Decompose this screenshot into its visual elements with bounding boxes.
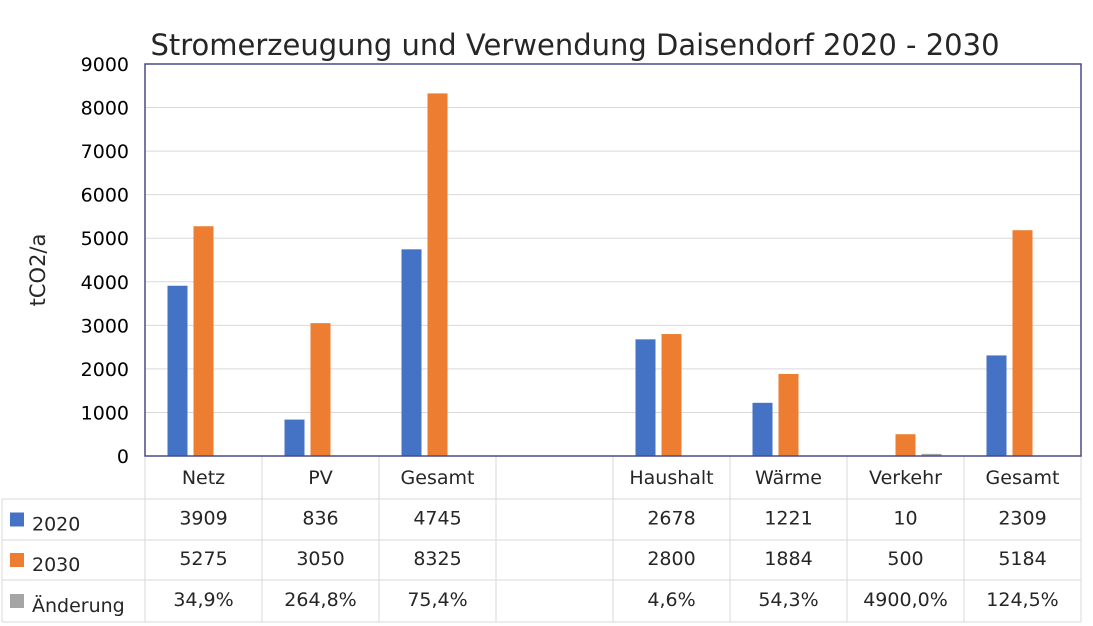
data-cell: 5184 [998, 548, 1046, 570]
y-tick-label: 0 [117, 446, 129, 468]
y-tick-label: 8000 [81, 98, 129, 120]
y-tick-label: 5000 [81, 228, 129, 250]
bar-änderung [921, 453, 942, 456]
data-cell: 1221 [764, 508, 812, 530]
data-cell: 54,3% [758, 589, 818, 611]
legend-swatch-2020 [10, 512, 24, 527]
y-tick-label: 1000 [81, 402, 129, 424]
data-cell: 10 [893, 508, 917, 530]
bar-2030 [661, 334, 682, 456]
bar-2030 [427, 93, 448, 457]
category-label: Haushalt [629, 467, 713, 489]
bar-2030 [310, 323, 331, 456]
category-label: Gesamt [986, 467, 1060, 489]
bar-2030 [193, 226, 214, 456]
data-cell: 124,5% [986, 589, 1058, 611]
category-label: Verkehr [869, 467, 942, 489]
data-cell: 4900,0% [863, 589, 948, 611]
gridlines [145, 63, 1081, 457]
data-cell: 3050 [296, 548, 344, 570]
data-cell: 264,8% [284, 589, 356, 611]
plot-frame [144, 63, 1082, 457]
bar-2020 [635, 339, 656, 456]
legend-label: 2020 [32, 514, 80, 536]
data-cell: 836 [302, 508, 338, 530]
bars [167, 93, 1059, 457]
bar-2020 [167, 285, 188, 456]
y-tick-label: 7000 [81, 141, 129, 163]
data-cell: 4745 [413, 508, 461, 530]
data-cell: 75,4% [407, 589, 467, 611]
data-cell: 2800 [647, 548, 695, 570]
data-cell: 2678 [647, 508, 695, 530]
y-tick-label: 4000 [81, 272, 129, 294]
data-cell: 500 [887, 548, 923, 570]
data-cell: 1884 [764, 548, 812, 570]
bar-2020 [284, 419, 305, 456]
category-label: PV [308, 467, 332, 489]
data-cell: 34,9% [173, 589, 233, 611]
data-cell: 8325 [413, 548, 461, 570]
data-cell: 3909 [179, 508, 227, 530]
bar-2030 [1012, 230, 1033, 456]
y-tick-label: 2000 [81, 359, 129, 381]
bar-2020 [401, 249, 422, 456]
y-tick-labels: 0 1000 2000 3000 4000 5000 6000 7000 8000 9000 [81, 54, 129, 468]
data-cell: 2309 [998, 508, 1046, 530]
legend-swatch-änderung [10, 594, 24, 608]
bar-2020 [752, 402, 773, 456]
y-tick-label: 3000 [81, 315, 129, 337]
category-label: Netz [182, 467, 225, 489]
data-cell: 4,6% [647, 589, 695, 611]
legend-label: Änderung [32, 594, 125, 617]
y-axis-label: tCO2/a [26, 234, 50, 307]
y-tick-label: 9000 [81, 54, 129, 76]
y-tick-label: 6000 [81, 185, 129, 207]
legend-swatch-2030 [10, 553, 24, 567]
legend-label: 2030 [32, 554, 80, 576]
bar-2030 [895, 434, 916, 456]
data-cell: 5275 [179, 548, 227, 570]
category-label: Wärme [755, 467, 822, 489]
chart-title: Stromerzeugung und Verwendung Daisendorf… [150, 28, 999, 62]
category-label: Gesamt [401, 467, 475, 489]
bar-2030 [778, 373, 799, 456]
bar-2020 [986, 355, 1007, 456]
data-table: Netz PV Gesamt Haushalt Wärme Verkehr Gesamt 20… [1, 455, 1082, 623]
